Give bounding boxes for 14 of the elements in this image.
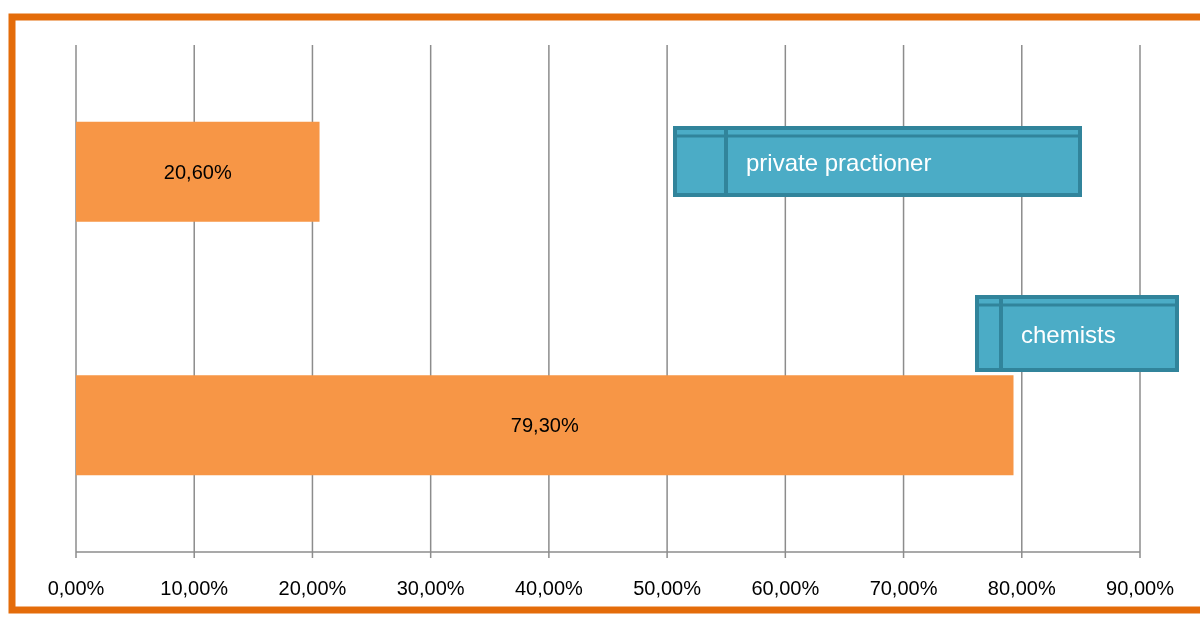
x-tick-label: 60,00%: [751, 577, 820, 599]
x-tick-label: 0,00%: [47, 577, 105, 599]
x-tick-label: 20,00%: [278, 577, 347, 599]
x-tick-label: 90,00%: [1106, 577, 1175, 599]
x-tick-label: 10,00%: [160, 577, 229, 599]
x-tick-label: 70,00%: [869, 577, 938, 599]
x-tick-label: 80,00%: [987, 577, 1056, 599]
y-tick-label: chemists: [1021, 320, 1116, 348]
x-tick-label: 30,00%: [396, 577, 465, 599]
y-tick-label: private practioner: [746, 148, 932, 176]
x-tick-label: 40,00%: [514, 577, 584, 599]
data-label: 20,60%: [163, 160, 232, 183]
data-label: 79,30%: [510, 414, 579, 437]
x-tick-label: 50,00%: [633, 577, 702, 599]
